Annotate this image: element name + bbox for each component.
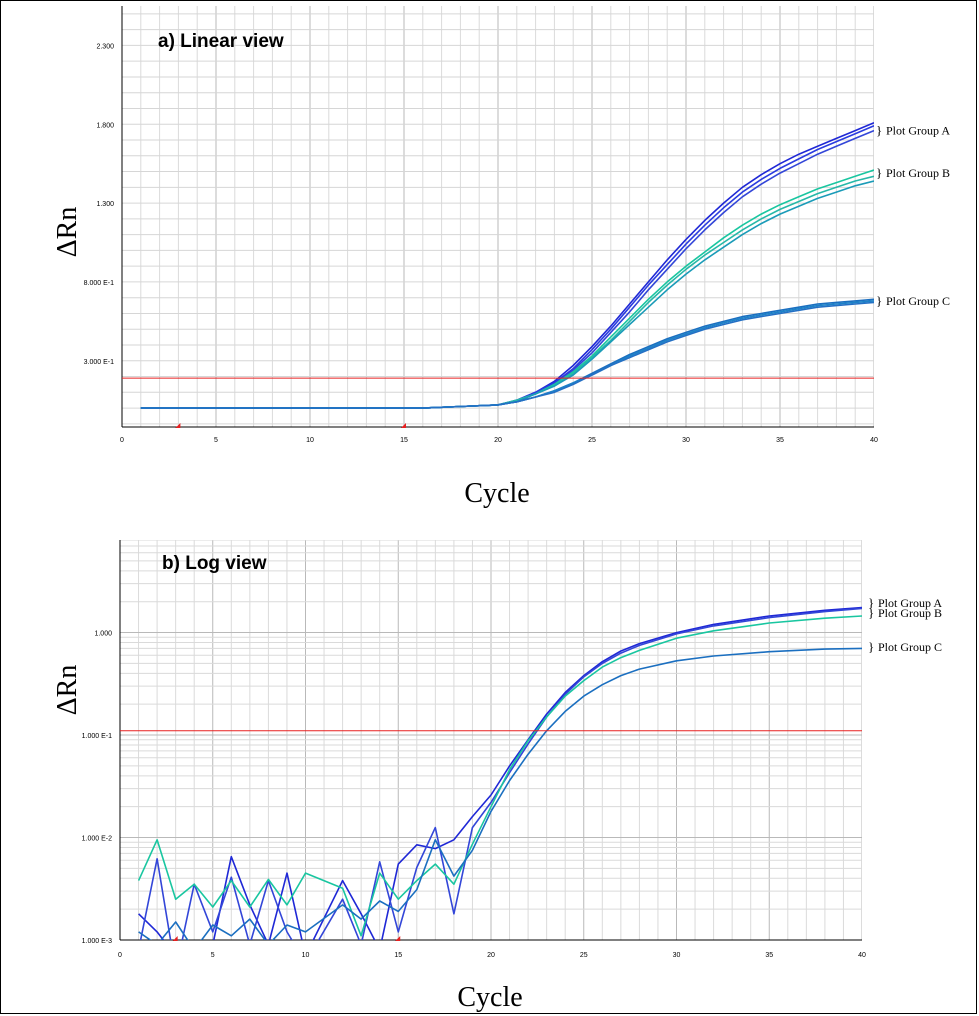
series-line-1 [140,121,874,409]
series-line-2 [139,607,862,940]
series-line-5 [140,175,874,409]
baseline-marker [175,423,181,428]
group-label: Plot Group A [886,124,950,138]
x-tick-label: 0 [118,952,122,959]
group-brace: } [868,595,874,610]
y-tick-label: 8.000 E-1 [84,280,114,287]
grid [120,540,862,940]
x-tick-label: 15 [394,952,402,959]
baseline-marker [172,936,178,941]
x-tick-label: 20 [494,437,502,444]
group-label: Plot Group A [878,596,942,610]
group-label: Plot Group C [878,640,942,654]
y-tick-label: 3.000 E-1 [84,359,114,366]
panel-title: b) Log view [162,553,267,574]
grid [122,6,874,427]
y-tick-label: 1.800 [96,122,114,129]
x-tick-label: 0 [120,437,124,444]
x-axis-title: Cycle [457,982,522,1013]
group-brace: } [868,605,874,620]
x-tick-label: 15 [400,437,408,444]
group-label: Plot Group B [886,166,950,180]
group-brace: } [876,123,882,138]
series-line-6 [140,180,874,409]
x-tick-label: 10 [302,952,310,959]
y-axis-title: ΔRn [52,665,83,716]
series-line-2 [140,125,874,409]
series-line-4 [140,169,874,409]
series-group [140,121,874,409]
group-label: Plot Group B [878,606,942,620]
series-line-9 [140,301,874,409]
x-tick-label: 20 [487,952,495,959]
x-tick-label: 5 [211,952,215,959]
y-tick-label: 1.000 E-2 [82,836,112,843]
y-tick-label: 1.300 [96,201,114,208]
series-line-3 [137,615,862,937]
x-tick-label: 30 [673,952,681,959]
y-axis-title: ΔRn [52,207,83,258]
chart-panel-2: 0 5 10 15 20 25 30 35 40 1.000 1.000 E-1 1.000 E-2 1… [52,540,942,1013]
panel-title: a) Linear view [158,31,284,52]
x-tick-label: 35 [765,952,773,959]
x-tick-label: 35 [776,437,784,444]
y-tick-label: 1.000 E-3 [82,938,112,945]
group-brace: } [876,165,882,180]
x-tick-label: 25 [588,437,596,444]
group-brace: } [868,639,874,654]
group-brace: } [876,293,882,308]
x-tick-label: 40 [858,952,866,959]
baseline-marker [395,936,401,941]
series-group [137,606,862,940]
x-tick-label: 10 [306,437,314,444]
series-line-1 [138,606,862,940]
y-tick-label: 2.300 [96,43,114,50]
y-tick-label: 1.000 [94,631,112,638]
group-label: Plot Group C [886,294,950,308]
x-tick-label: 25 [580,952,588,959]
x-tick-label: 5 [214,437,218,444]
baseline-marker [401,423,406,428]
series-line-4 [138,647,862,940]
x-tick-label: 30 [682,437,690,444]
x-axis-title: Cycle [464,478,529,509]
y-tick-label: 1.000 E-1 [82,733,112,740]
x-tick-label: 40 [870,437,878,444]
chart-panel-1: 0 5 10 15 20 25 30 35 40 2.300 1.800 1.300 8.000 E-1… [52,6,950,509]
